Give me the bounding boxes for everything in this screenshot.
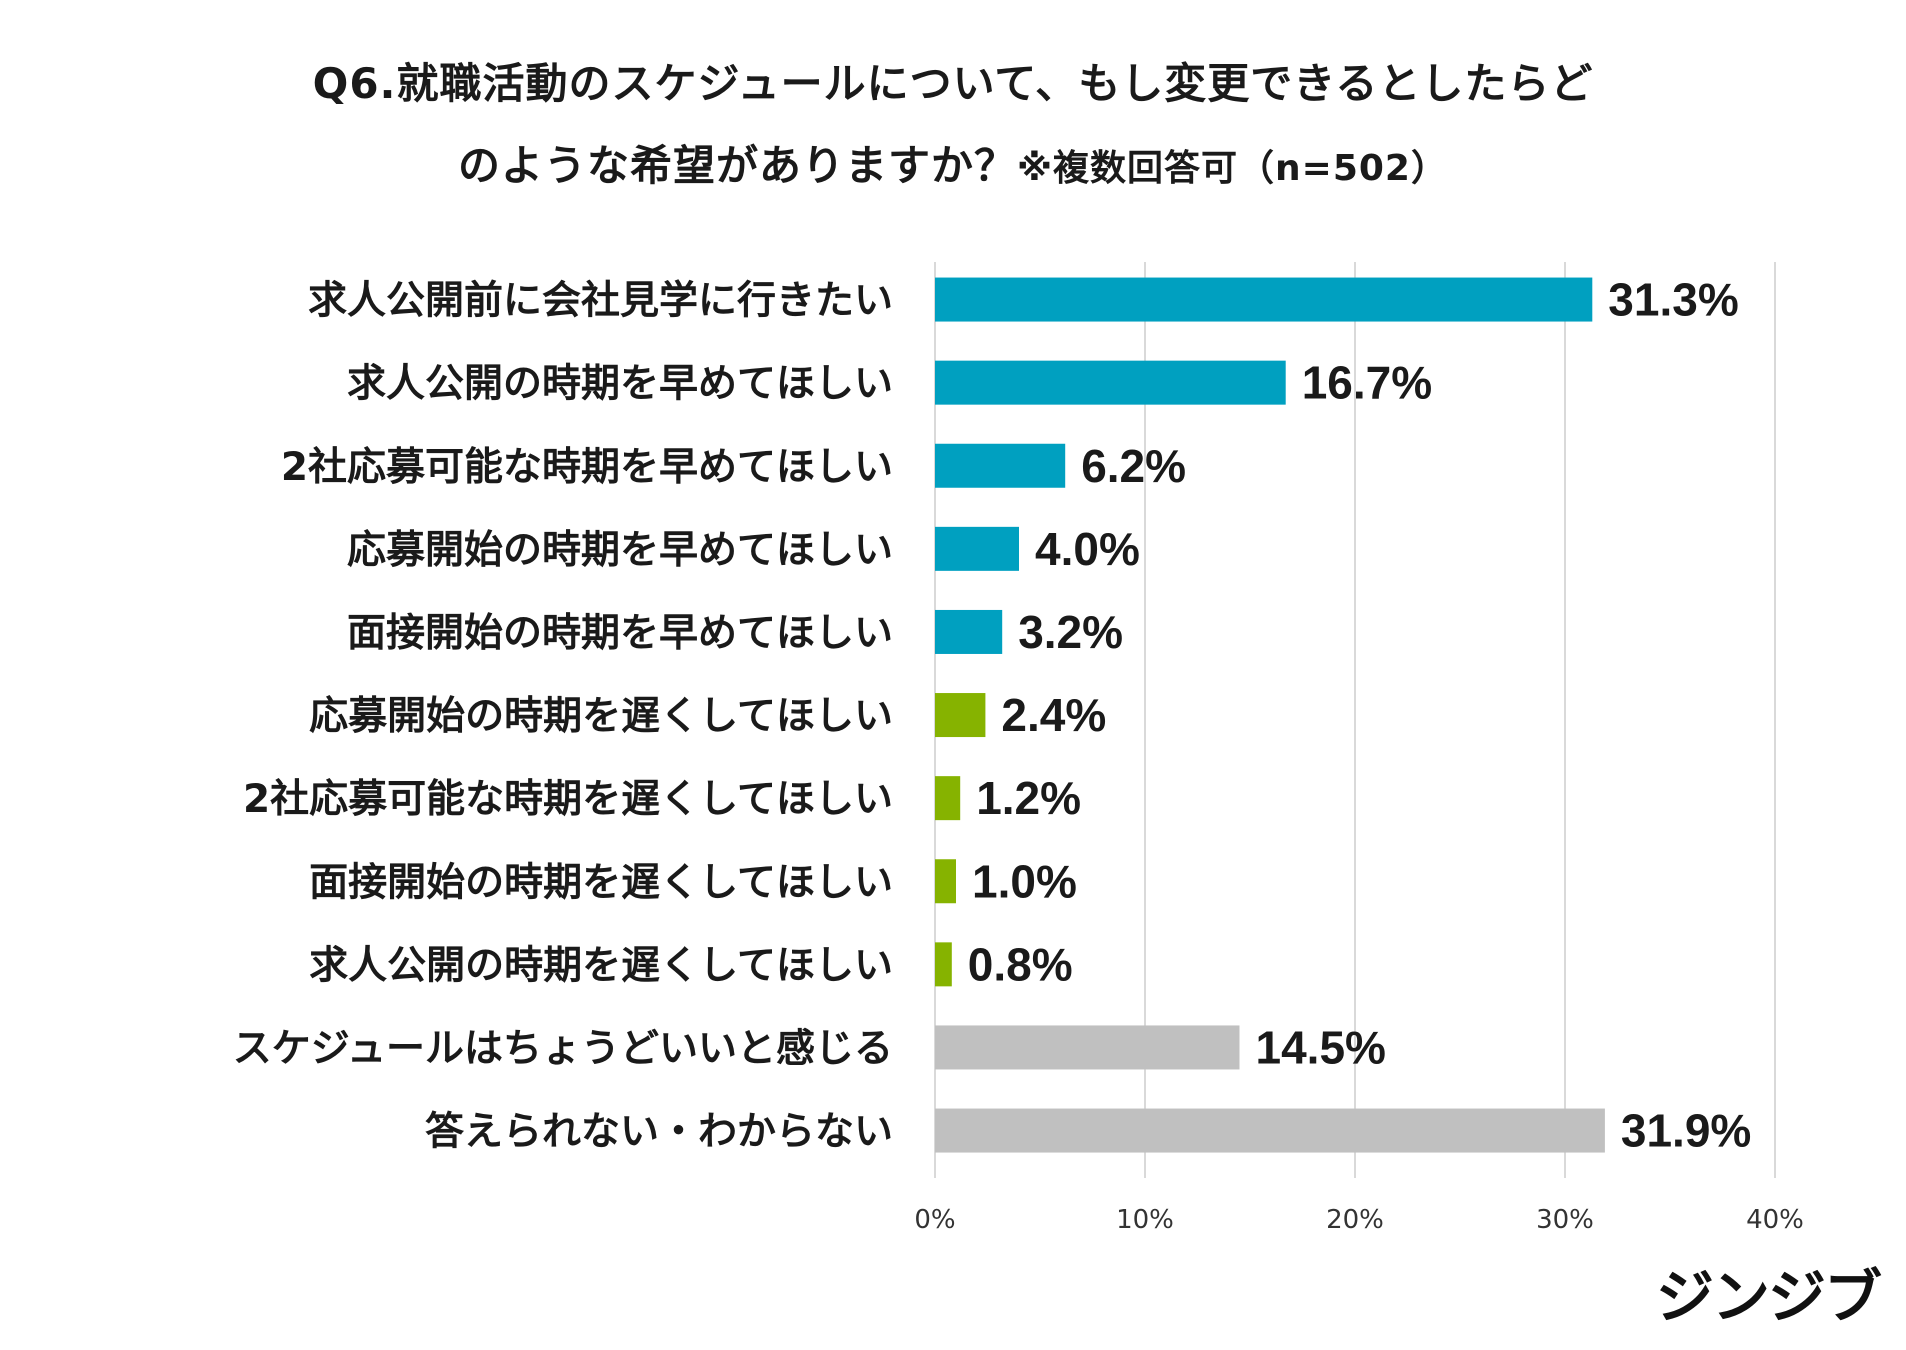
x-tick-label: 10% bbox=[1116, 1205, 1174, 1235]
data-label: 1.0% bbox=[972, 855, 1077, 907]
bar bbox=[935, 609, 1003, 654]
data-label: 14.5% bbox=[1256, 1021, 1386, 1073]
chart-title-line1: Q6.就職活動のスケジュールについて、もし変更できるとしたらど bbox=[312, 59, 1594, 108]
data-label: 6.2% bbox=[1081, 440, 1186, 492]
x-tick-label: 0% bbox=[914, 1205, 955, 1235]
category-label: 2社応募可能な時期を早めてほしい bbox=[281, 445, 893, 490]
bar bbox=[935, 859, 956, 904]
category-label: 答えられない・わからない bbox=[425, 1110, 893, 1155]
chart-title-note: ※複数回答可（n=502） bbox=[1017, 148, 1448, 189]
data-label: 1.2% bbox=[976, 772, 1081, 824]
brand-logo: ジンジブ bbox=[1655, 1263, 1882, 1331]
data-label: 16.7% bbox=[1302, 357, 1432, 409]
data-label: 2.4% bbox=[1001, 689, 1106, 741]
data-label: 0.8% bbox=[968, 938, 1073, 990]
category-label: 応募開始の時期を早めてほしい bbox=[347, 528, 893, 573]
category-label: スケジュールはちょうどいいと感じる bbox=[233, 1026, 893, 1071]
bar bbox=[935, 526, 1019, 571]
bar bbox=[935, 776, 961, 821]
chart-title-line2-text: のような希望がありますか？ bbox=[458, 141, 1018, 190]
bar-chart: 0% 10% 20% 30% 40% 求人公開前に会社見学に行きたい 31.3% 求人公開の時… bbox=[233, 262, 1804, 1235]
category-label: 求人公開の時期を早めてほしい bbox=[347, 362, 893, 407]
bar bbox=[935, 443, 1066, 488]
category-label: 2社応募可能な時期を遅くしてほしい bbox=[243, 777, 893, 822]
bar bbox=[935, 360, 1286, 405]
data-label: 3.2% bbox=[1018, 606, 1123, 658]
bar bbox=[935, 1108, 1605, 1153]
data-label: 4.0% bbox=[1035, 523, 1140, 575]
category-label: 応募開始の時期を遅くしてほしい bbox=[309, 694, 893, 739]
category-label: 面接開始の時期を遅くしてほしい bbox=[309, 860, 893, 905]
data-label: 31.3% bbox=[1608, 274, 1738, 326]
x-tick-label: 30% bbox=[1536, 1205, 1594, 1235]
category-label: 求人公開前に会社見学に行きたい bbox=[308, 279, 893, 324]
bar bbox=[935, 1025, 1240, 1070]
bar bbox=[935, 693, 986, 738]
bar bbox=[935, 942, 952, 987]
x-tick-label: 40% bbox=[1746, 1205, 1804, 1235]
bar bbox=[935, 277, 1593, 322]
chart-title-line2: のような希望がありますか？※複数回答可（n=502） bbox=[0, 132, 1906, 193]
data-label: 31.9% bbox=[1621, 1105, 1751, 1157]
category-label: 面接開始の時期を早めてほしい bbox=[347, 611, 893, 656]
category-label: 求人公開の時期を遅くしてほしい bbox=[309, 943, 893, 988]
x-tick-label: 20% bbox=[1326, 1205, 1384, 1235]
